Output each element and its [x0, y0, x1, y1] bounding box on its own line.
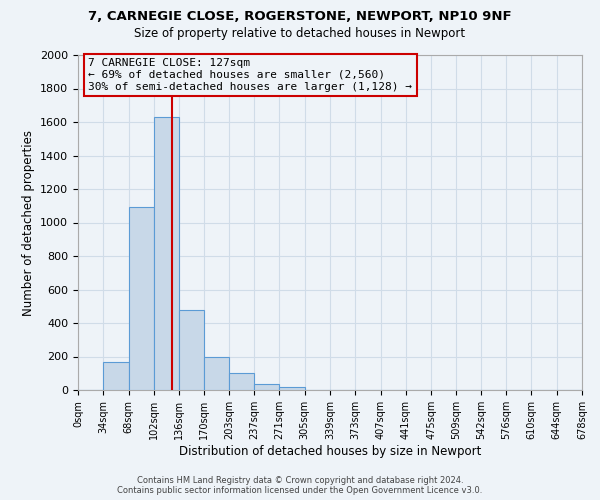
Y-axis label: Number of detached properties: Number of detached properties	[22, 130, 35, 316]
Bar	[154, 117, 179, 390]
Bar	[254, 384, 280, 390]
Bar	[179, 310, 205, 390]
Text: 7, CARNEGIE CLOSE, ROGERSTONE, NEWPORT, NP10 9NF: 7, CARNEGIE CLOSE, ROGERSTONE, NEWPORT, …	[88, 10, 512, 23]
Text: 7 CARNEGIE CLOSE: 127sqm
← 69% of detached houses are smaller (2,560)
30% of sem: 7 CARNEGIE CLOSE: 127sqm ← 69% of detach…	[88, 58, 412, 92]
Bar	[103, 362, 128, 390]
Bar	[128, 208, 154, 390]
Bar	[280, 386, 305, 390]
Bar	[205, 356, 229, 390]
X-axis label: Distribution of detached houses by size in Newport: Distribution of detached houses by size …	[179, 444, 481, 458]
Text: Size of property relative to detached houses in Newport: Size of property relative to detached ho…	[134, 28, 466, 40]
Bar	[229, 373, 254, 390]
Text: Contains HM Land Registry data © Crown copyright and database right 2024.
Contai: Contains HM Land Registry data © Crown c…	[118, 476, 482, 495]
